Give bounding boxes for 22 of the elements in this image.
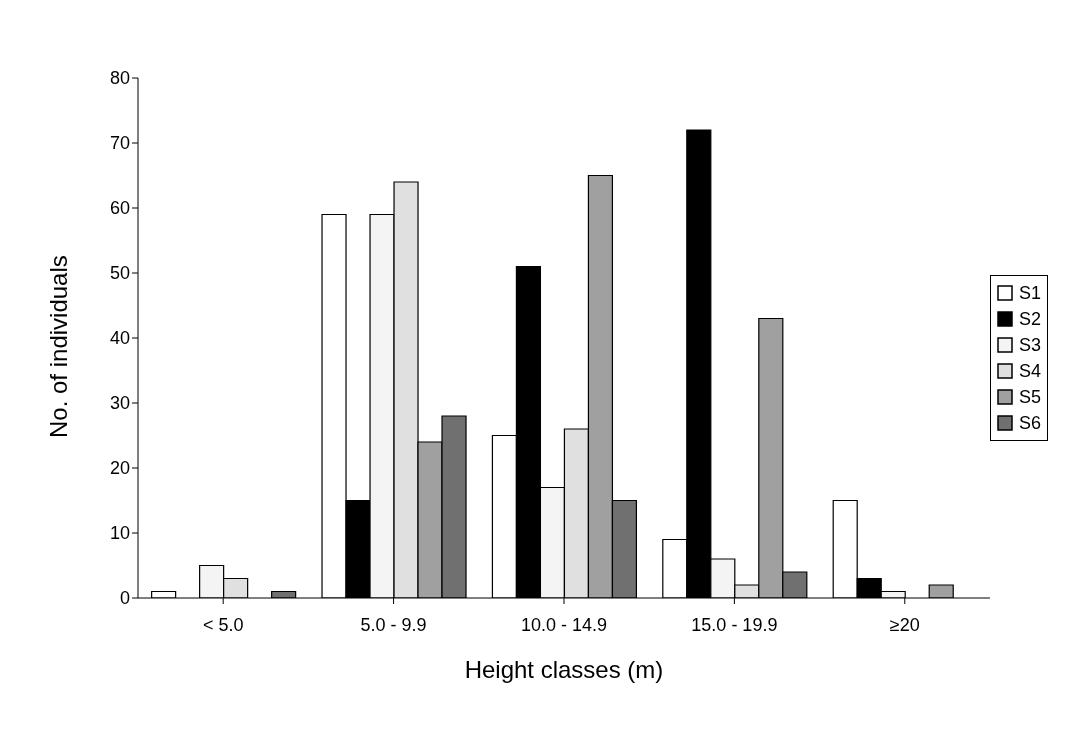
y-tick-label: 0: [119, 588, 130, 609]
legend-label: S5: [1018, 386, 1041, 409]
y-tick-label: 50: [109, 263, 130, 284]
legend-label: S3: [1018, 334, 1041, 357]
y-tick-label: 70: [109, 133, 130, 154]
legend-label: S4: [1018, 360, 1041, 383]
x-axis-title: Height classes (m): [464, 656, 664, 683]
x-tick-label: ≥20: [889, 614, 920, 635]
x-tick-label: < 5.0: [202, 614, 244, 635]
y-tick-label: 60: [109, 198, 130, 219]
y-tick-label: 40: [109, 328, 130, 349]
y-axis-title: No. of individuals: [44, 255, 72, 438]
x-tick-label: 10.0 - 14.9: [520, 614, 608, 635]
x-tick-label: 15.0 - 19.9: [691, 614, 778, 635]
y-tick-label: 80: [109, 68, 130, 89]
x-tick-label: 5.0 - 9.9: [360, 614, 427, 635]
legend-label: S2: [1018, 308, 1041, 331]
legend-label: S6: [1018, 412, 1041, 435]
y-tick-label: 30: [109, 393, 130, 414]
y-tick-label: 20: [109, 458, 130, 479]
legend-label: S1: [1018, 282, 1041, 305]
y-tick-label: 10: [109, 523, 130, 544]
